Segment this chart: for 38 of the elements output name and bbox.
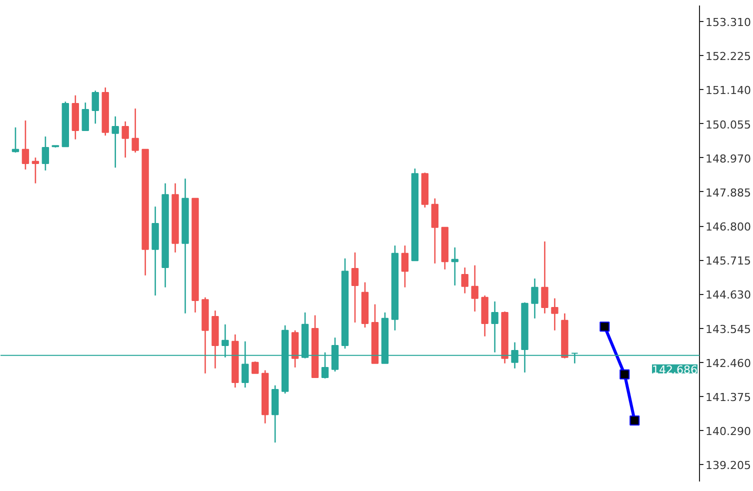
candlestick: [461, 266, 468, 294]
y-tick-label: 147.885: [706, 186, 751, 200]
y-tick-label: 148.970: [706, 152, 751, 166]
y-tick-label: 150.055: [706, 118, 751, 132]
y-tick-label: 146.800: [706, 220, 751, 234]
y-tick-label: 153.310: [706, 16, 751, 30]
candlestick: [112, 116, 119, 168]
y-tick-label: 151.140: [706, 84, 751, 98]
candlestick: [12, 126, 20, 154]
candlestick: [32, 156, 40, 184]
y-tick-label: 140.290: [706, 425, 751, 438]
y-tick-label: 144.630: [706, 288, 751, 302]
y-tick-label: 143.545: [706, 322, 751, 336]
candlestick: [92, 90, 99, 124]
candlestick: [42, 136, 50, 172]
candlestick: [451, 246, 458, 286]
y-tick-label: 145.715: [706, 254, 751, 268]
candlestick: [541, 240, 548, 314]
y-tick-label: 142.460: [706, 356, 751, 370]
candlestick: [351, 252, 359, 324]
point: [620, 369, 630, 380]
y-tick-label: 141.375: [706, 391, 751, 404]
candlestick: [401, 244, 409, 288]
ref-line-label: 142.686: [652, 363, 698, 376]
y-tick-label: 139.205: [706, 459, 751, 472]
candlestick: [491, 300, 498, 354]
candlestick: [431, 198, 438, 264]
candlestick: [82, 102, 89, 132]
candlestick: [471, 264, 478, 312]
point: [630, 416, 640, 426]
candlestick: [551, 298, 558, 332]
candlestick: [132, 108, 139, 154]
candlestick: [22, 120, 30, 170]
y-tick-label: 152.225: [706, 50, 751, 64]
candlestick: [531, 278, 538, 320]
candlestick: [252, 360, 259, 374]
point: [600, 322, 610, 332]
candlestick: [122, 120, 129, 158]
